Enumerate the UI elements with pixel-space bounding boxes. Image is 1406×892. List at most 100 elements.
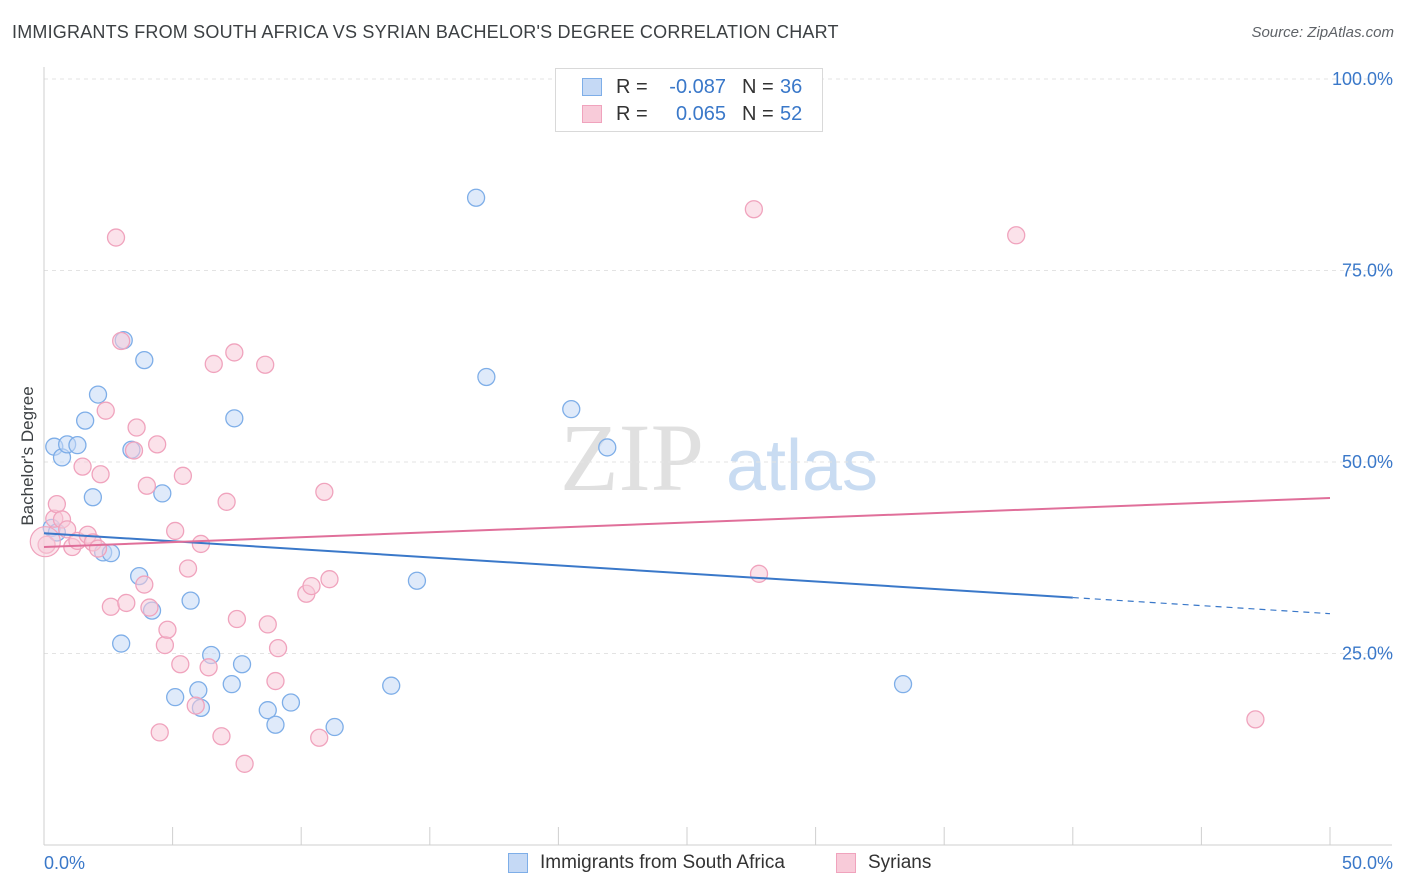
correlation-legend: R = -0.087 N = 36 R = 0.065 N = 52 bbox=[555, 68, 823, 132]
data-point bbox=[281, 693, 301, 712]
y-tick-label: 100.0% bbox=[1332, 69, 1393, 89]
data-point bbox=[225, 409, 244, 428]
data-point bbox=[124, 441, 144, 460]
data-point bbox=[256, 355, 275, 374]
y-tick-label: 25.0% bbox=[1342, 644, 1393, 664]
data-point bbox=[135, 350, 154, 370]
data-point bbox=[744, 200, 764, 219]
data-point bbox=[153, 484, 172, 503]
data-point bbox=[325, 717, 344, 737]
x-tick-label: 50.0% bbox=[1342, 853, 1393, 873]
series-label: Syrians bbox=[868, 852, 932, 873]
data-point bbox=[181, 591, 200, 610]
series-legend-item-south-africa[interactable]: Immigrants from South Africa bbox=[508, 852, 785, 874]
data-point bbox=[258, 701, 277, 720]
data-point bbox=[204, 354, 223, 374]
data-point bbox=[466, 188, 486, 207]
legend-r-value: -0.087 bbox=[669, 75, 726, 98]
series-legend-item-syrians[interactable]: Syrians bbox=[836, 852, 931, 874]
data-point bbox=[137, 476, 157, 495]
data-point bbox=[91, 465, 110, 484]
data-point bbox=[302, 576, 321, 596]
data-point bbox=[68, 435, 87, 455]
data-point bbox=[315, 482, 334, 502]
data-point bbox=[235, 754, 254, 773]
data-point bbox=[148, 435, 167, 454]
legend-row-syrians: R = 0.065 N = 52 bbox=[582, 101, 802, 127]
legend-n-value: 36 bbox=[780, 75, 803, 98]
data-point bbox=[749, 564, 769, 583]
legend-swatch-blue bbox=[582, 78, 602, 96]
data-point bbox=[310, 728, 329, 747]
series-swatch-pink bbox=[836, 853, 856, 873]
source-label: Source: ZipAtlas.com bbox=[1251, 24, 1394, 41]
data-point bbox=[1007, 226, 1026, 245]
series-label: Immigrants from South Africa bbox=[540, 852, 785, 873]
data-point bbox=[101, 597, 121, 616]
x-tick-label: 0.0% bbox=[44, 853, 85, 873]
data-point bbox=[562, 399, 581, 419]
data-point bbox=[222, 674, 241, 694]
trend-line-south-africa bbox=[43, 532, 1073, 599]
data-point bbox=[1246, 710, 1265, 729]
legend-n-label: N = bbox=[742, 75, 774, 98]
data-point bbox=[186, 696, 205, 715]
data-point bbox=[173, 466, 193, 485]
data-point bbox=[158, 620, 177, 639]
legend-swatch-pink bbox=[582, 105, 602, 123]
legend-r-label: R = bbox=[616, 102, 648, 125]
data-point bbox=[140, 598, 159, 617]
series-swatch-blue bbox=[508, 853, 528, 873]
data-point bbox=[178, 559, 198, 578]
data-point bbox=[232, 655, 252, 674]
data-point bbox=[598, 438, 617, 457]
data-point bbox=[155, 635, 175, 655]
data-point bbox=[407, 571, 427, 590]
data-point bbox=[320, 570, 339, 589]
series-legend: Immigrants from South Africa Syrians bbox=[0, 852, 1406, 878]
data-point bbox=[88, 385, 108, 404]
chart-title: IMMIGRANTS FROM SOUTH AFRICA VS SYRIAN B… bbox=[12, 22, 839, 42]
data-point bbox=[166, 688, 185, 707]
data-point bbox=[127, 418, 146, 437]
data-point bbox=[73, 457, 92, 476]
data-point bbox=[382, 676, 401, 695]
legend-r-label: R = bbox=[616, 75, 648, 98]
data-point bbox=[227, 609, 247, 629]
legend-n-value: 52 bbox=[780, 102, 803, 125]
legend-row-south-africa: R = -0.087 N = 36 bbox=[582, 74, 802, 100]
y-tick-label: 50.0% bbox=[1342, 452, 1393, 472]
data-point bbox=[135, 575, 154, 594]
data-point bbox=[225, 343, 244, 362]
data-point bbox=[189, 681, 208, 700]
data-point bbox=[477, 367, 496, 387]
data-point bbox=[106, 228, 126, 247]
y-tick-label: 75.0% bbox=[1342, 261, 1393, 281]
legend-r-value: 0.065 bbox=[675, 102, 726, 125]
data-point bbox=[166, 521, 185, 541]
data-point bbox=[212, 727, 231, 746]
data-point bbox=[893, 674, 913, 694]
data-point bbox=[266, 671, 285, 691]
data-point bbox=[117, 593, 136, 613]
data-point bbox=[96, 401, 115, 420]
trend-line-syrians bbox=[43, 497, 1331, 549]
data-point bbox=[76, 411, 95, 430]
data-point bbox=[47, 494, 67, 514]
data-point bbox=[112, 331, 131, 351]
data-point bbox=[217, 492, 236, 511]
data-point bbox=[112, 634, 131, 653]
data-point bbox=[88, 539, 108, 558]
data-point bbox=[171, 655, 190, 674]
watermark-zip: ZIP bbox=[560, 404, 704, 511]
data-point bbox=[258, 615, 277, 634]
trend-line-south-africa-extrapolated bbox=[1072, 596, 1331, 615]
data-point bbox=[150, 723, 169, 742]
data-point-cluster bbox=[29, 526, 61, 558]
data-point bbox=[83, 488, 103, 507]
data-point bbox=[268, 638, 288, 658]
data-point bbox=[266, 715, 285, 734]
y-axis-label: Bachelor's Degree bbox=[18, 386, 37, 525]
legend-n-label: N = bbox=[742, 102, 774, 125]
